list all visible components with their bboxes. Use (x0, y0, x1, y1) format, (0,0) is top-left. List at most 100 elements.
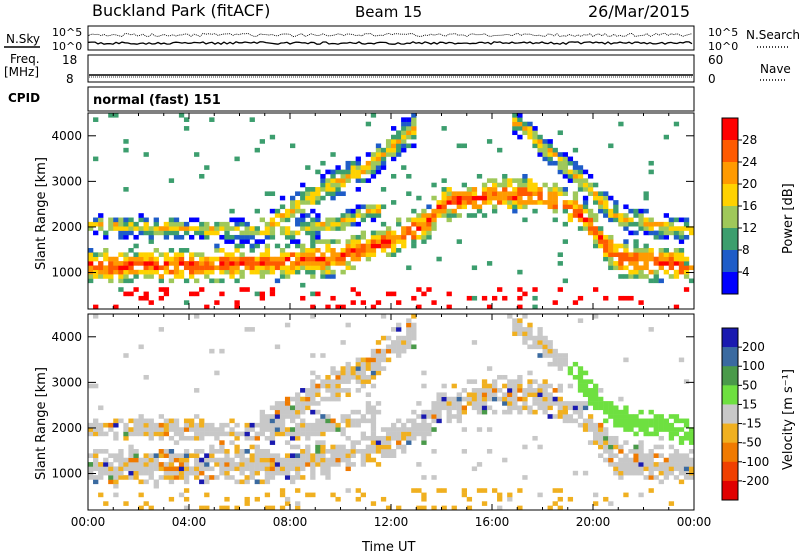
heatmap-cell (239, 239, 245, 244)
heatmap-cell (244, 466, 250, 472)
heatmap-cell (133, 462, 139, 467)
heatmap-cell (396, 348, 402, 354)
heatmap-cell (229, 256, 235, 262)
heatmap-cell (638, 252, 644, 257)
heatmap-cell (663, 234, 669, 240)
heatmap-cell (325, 383, 331, 389)
heatmap-cell (451, 401, 457, 406)
heatmap-cell (325, 418, 331, 424)
heatmap-cell (320, 173, 326, 179)
heatmap-cell (194, 462, 200, 467)
heatmap-cell (572, 178, 579, 183)
heatmap-cell (279, 269, 286, 275)
heatmap-cell (633, 422, 639, 428)
heatmap-cell (471, 213, 478, 218)
heatmap-cell (320, 449, 326, 454)
heatmap-cell (375, 165, 382, 170)
heatmap-cell (330, 248, 336, 253)
heatmap-cell (128, 248, 134, 253)
heatmap-cell (623, 492, 629, 498)
heatmap-cell (234, 269, 240, 275)
heatmap-cell (269, 414, 276, 419)
heatmap-cell (401, 226, 407, 231)
heatmap-cell (330, 274, 336, 279)
heatmap-cell (340, 457, 346, 463)
heatmap-cell (471, 396, 478, 402)
heatmap-cell (183, 479, 190, 485)
heatmap-cell (234, 256, 240, 262)
heatmap-cell (234, 453, 240, 458)
heatmap-cell (406, 418, 412, 424)
heatmap-cell (633, 418, 639, 424)
freq-label-line2: [MHz] (4, 65, 39, 79)
heatmap-cell (153, 226, 159, 231)
heatmap-cell (557, 401, 563, 406)
heatmap-cell (623, 256, 629, 262)
heatmap-cell (128, 418, 134, 424)
heatmap-cell (158, 466, 164, 472)
heatmap-cell (259, 457, 265, 463)
heatmap-cell (204, 492, 210, 498)
heatmap-cell (426, 409, 432, 415)
heatmap-cell (305, 444, 311, 450)
heatmap-cell (98, 269, 104, 275)
heatmap-cell (254, 470, 260, 476)
heatmap-cell (183, 278, 190, 284)
heatmap-cell (229, 239, 235, 244)
heatmap-cell (335, 261, 341, 266)
heatmap-cell (522, 173, 528, 179)
heatmap-cell (93, 230, 99, 236)
heatmap-cell (401, 139, 407, 144)
heatmap-cell (492, 182, 498, 188)
heatmap-cell (133, 422, 139, 428)
heatmap-cell (562, 401, 568, 406)
heatmap-cell (350, 173, 356, 179)
heatmap-cell (421, 239, 427, 244)
heatmap-cell (355, 256, 361, 262)
heatmap-cell (183, 488, 190, 493)
heatmap-cell (330, 383, 336, 389)
heatmap-cell (138, 462, 144, 467)
heatmap-cell (325, 466, 331, 472)
heatmap-cell (209, 230, 215, 236)
heatmap-cell (401, 335, 407, 341)
heatmap-cell (380, 187, 387, 192)
heatmap-cell (683, 379, 690, 384)
heatmap-cell (108, 479, 114, 485)
heatmap-cell (577, 187, 584, 192)
heatmap-cell (587, 427, 594, 432)
heatmap-cell (178, 462, 185, 467)
heatmap-cell (537, 340, 543, 345)
heatmap-cell (643, 453, 649, 458)
heatmap-cell (557, 505, 563, 511)
heatmap-cell (623, 252, 629, 257)
heatmap-cell (355, 418, 361, 424)
heatmap-cell (572, 409, 579, 415)
heatmap-cell (199, 256, 205, 262)
heatmap-cell (325, 261, 331, 266)
heatmap-cell (678, 427, 685, 432)
freq-label-line1: Freq. (10, 52, 40, 66)
heatmap-cell (446, 418, 452, 424)
heatmap-cell (335, 379, 341, 384)
heatmap-cell (259, 422, 265, 428)
heatmap-cell (587, 217, 594, 223)
heatmap-cell (436, 208, 442, 214)
heatmap-cell (274, 409, 281, 415)
heatmap-cell (552, 357, 558, 363)
heatmap-cell (224, 256, 230, 262)
heatmap-cell (638, 269, 644, 275)
heatmap-cell (613, 444, 619, 450)
heatmap-cell (370, 169, 377, 175)
heatmap-cell (441, 396, 447, 402)
heatmap-cell (340, 340, 346, 345)
heatmap-cell (178, 466, 185, 472)
heatmap-cell (234, 265, 240, 271)
heatmap-cell (638, 208, 644, 214)
heatmap-cell (542, 147, 548, 153)
heatmap-cell (411, 431, 417, 437)
heatmap-cell (396, 300, 402, 305)
heatmap-cell (300, 191, 306, 197)
heatmap-cell (633, 221, 639, 227)
